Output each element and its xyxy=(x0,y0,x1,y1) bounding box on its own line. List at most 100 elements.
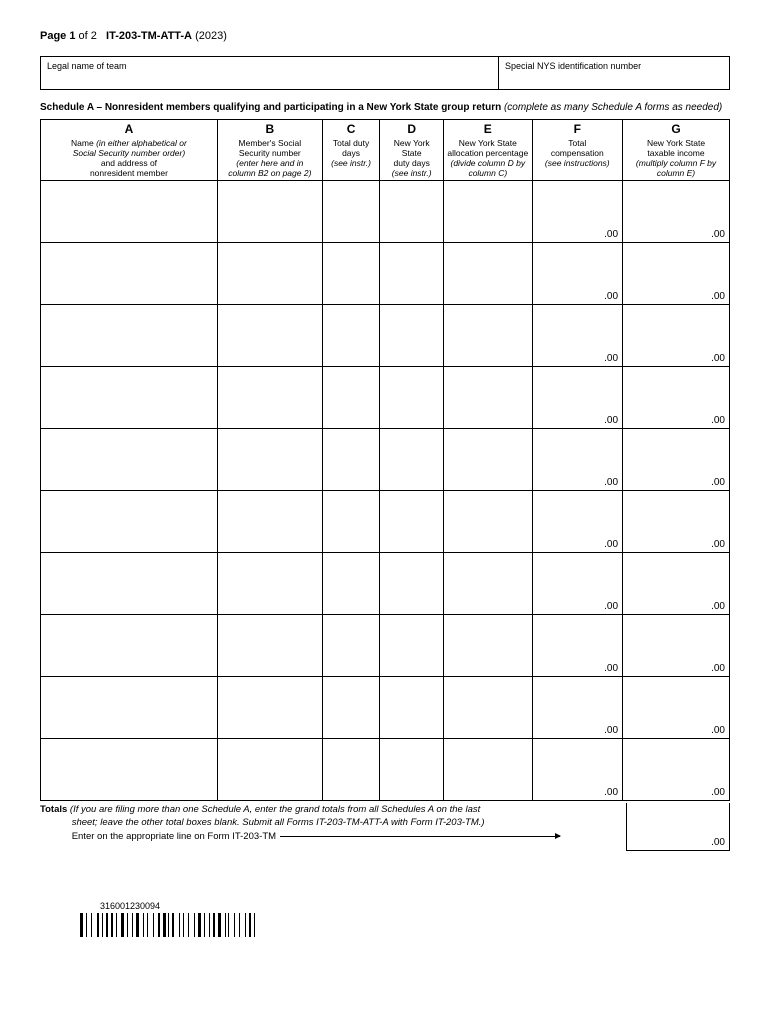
table-cell[interactable] xyxy=(444,429,532,491)
table-cell[interactable] xyxy=(444,243,532,305)
table-cell[interactable]: .00 xyxy=(532,739,622,801)
table-cell[interactable] xyxy=(41,243,218,305)
table-cell[interactable] xyxy=(322,181,380,243)
table-cell[interactable]: .00 xyxy=(623,615,730,677)
table-cell[interactable] xyxy=(322,429,380,491)
totals-italic2: sheet; leave the other total boxes blank… xyxy=(72,817,485,828)
table-cell[interactable]: .00 xyxy=(623,553,730,615)
table-cell[interactable]: .00 xyxy=(623,367,730,429)
page-number-bold: Page 1 xyxy=(40,30,75,42)
totals-section: Totals (If you are filing more than one … xyxy=(40,803,730,851)
table-cell[interactable] xyxy=(322,739,380,801)
table-cell[interactable] xyxy=(380,739,444,801)
table-cell[interactable] xyxy=(380,243,444,305)
table-cell[interactable] xyxy=(444,181,532,243)
table-cell[interactable] xyxy=(217,677,322,739)
table-cell[interactable] xyxy=(217,739,322,801)
table-row: .00.00 xyxy=(41,615,730,677)
table-cell[interactable] xyxy=(41,305,218,367)
table-cell[interactable] xyxy=(41,677,218,739)
table-cell[interactable] xyxy=(380,491,444,553)
table-cell[interactable]: .00 xyxy=(623,243,730,305)
column-header: ENew York Stateallocation percentage(div… xyxy=(444,120,532,181)
totals-text: Totals (If you are filing more than one … xyxy=(40,803,626,843)
nys-id-label: Special NYS identification number xyxy=(505,61,641,71)
table-cell[interactable] xyxy=(380,367,444,429)
legal-name-box: Legal name of team Special NYS identific… xyxy=(40,56,730,90)
form-year: (2023) xyxy=(195,30,227,42)
table-cell[interactable]: .00 xyxy=(532,553,622,615)
table-cell[interactable] xyxy=(380,677,444,739)
table-cell[interactable] xyxy=(380,181,444,243)
totals-amount-box[interactable]: .00 xyxy=(626,803,730,851)
table-cell[interactable]: .00 xyxy=(532,243,622,305)
table-cell[interactable]: .00 xyxy=(623,677,730,739)
table-row: .00.00 xyxy=(41,553,730,615)
page-of: of 2 xyxy=(75,30,96,42)
table-cell[interactable] xyxy=(217,367,322,429)
table-cell[interactable] xyxy=(217,553,322,615)
table-cell[interactable] xyxy=(322,491,380,553)
table-cell[interactable] xyxy=(217,491,322,553)
table-cell[interactable] xyxy=(380,429,444,491)
table-cell[interactable] xyxy=(322,243,380,305)
table-cell[interactable] xyxy=(41,739,218,801)
table-cell[interactable]: .00 xyxy=(532,305,622,367)
table-cell[interactable] xyxy=(41,429,218,491)
table-row: .00.00 xyxy=(41,243,730,305)
table-cell[interactable]: .00 xyxy=(532,367,622,429)
schedule-title-italic: (complete as many Schedule A forms as ne… xyxy=(501,102,722,113)
nys-id-field[interactable]: Special NYS identification number xyxy=(499,57,729,89)
table-cell[interactable]: .00 xyxy=(623,491,730,553)
table-cell[interactable]: .00 xyxy=(532,429,622,491)
table-row: .00.00 xyxy=(41,305,730,367)
totals-label: Totals xyxy=(40,804,67,815)
table-cell[interactable]: .00 xyxy=(532,491,622,553)
table-cell[interactable] xyxy=(41,553,218,615)
table-row: .00.00 xyxy=(41,491,730,553)
table-row: .00.00 xyxy=(41,181,730,243)
table-cell[interactable] xyxy=(322,615,380,677)
table-cell[interactable]: .00 xyxy=(532,181,622,243)
table-cell[interactable] xyxy=(444,305,532,367)
table-cell[interactable] xyxy=(444,677,532,739)
form-id: IT-203-TM-ATT-A xyxy=(106,30,192,42)
table-cell[interactable] xyxy=(322,553,380,615)
table-cell[interactable] xyxy=(41,367,218,429)
legal-name-field[interactable]: Legal name of team xyxy=(41,57,499,89)
column-header: CTotal dutydays(see instr.) xyxy=(322,120,380,181)
schedule-a-title: Schedule A – Nonresident members qualify… xyxy=(40,102,730,113)
table-cell[interactable] xyxy=(444,553,532,615)
table-cell[interactable] xyxy=(217,243,322,305)
table-cell[interactable] xyxy=(41,181,218,243)
table-cell[interactable]: .00 xyxy=(532,677,622,739)
table-cell[interactable]: .00 xyxy=(623,739,730,801)
table-cell[interactable] xyxy=(380,305,444,367)
column-header: FTotalcompensation(see instructions) xyxy=(532,120,622,181)
table-cell[interactable] xyxy=(322,367,380,429)
table-cell[interactable] xyxy=(217,305,322,367)
table-cell[interactable] xyxy=(444,739,532,801)
table-cell[interactable] xyxy=(444,367,532,429)
table-cell[interactable] xyxy=(444,615,532,677)
table-cell[interactable] xyxy=(217,429,322,491)
totals-suffix: .00 xyxy=(711,837,725,848)
table-cell[interactable] xyxy=(380,615,444,677)
barcode-icon xyxy=(80,913,260,937)
table-cell[interactable] xyxy=(380,553,444,615)
table-cell[interactable] xyxy=(322,305,380,367)
table-cell[interactable] xyxy=(41,615,218,677)
table-cell[interactable] xyxy=(217,181,322,243)
table-cell[interactable]: .00 xyxy=(623,181,730,243)
table-cell[interactable] xyxy=(41,491,218,553)
barcode-number: 316001230094 xyxy=(100,901,730,911)
barcode-section: 316001230094 xyxy=(80,901,730,937)
table-cell[interactable]: .00 xyxy=(623,429,730,491)
table-row: .00.00 xyxy=(41,367,730,429)
table-cell[interactable]: .00 xyxy=(532,615,622,677)
column-header: DNew York Stateduty days(see instr.) xyxy=(380,120,444,181)
table-cell[interactable] xyxy=(444,491,532,553)
table-cell[interactable]: .00 xyxy=(623,305,730,367)
table-cell[interactable] xyxy=(322,677,380,739)
table-cell[interactable] xyxy=(217,615,322,677)
